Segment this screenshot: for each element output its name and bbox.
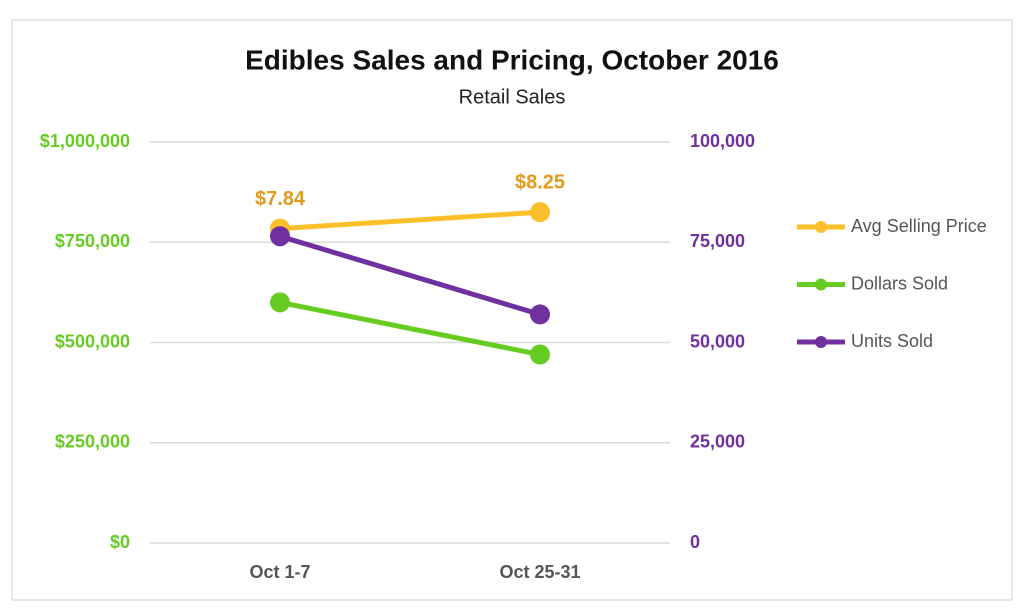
legend-marker — [815, 336, 827, 348]
data-point — [530, 344, 550, 365]
y-tick-label: $500,000 — [55, 331, 130, 351]
x-tick-label: Oct 1-7 — [249, 562, 310, 582]
series-line — [279, 299, 541, 357]
y2-tick-label: 50,000 — [690, 331, 745, 351]
data-point — [270, 292, 290, 313]
y-tick-label: $750,000 — [55, 231, 130, 251]
legend-label: Dollars Sold — [851, 273, 948, 293]
legend-marker — [815, 278, 827, 291]
series-line — [279, 209, 541, 232]
data-label: $8.25 — [515, 171, 565, 193]
y2-tick-label: 75,000 — [690, 231, 745, 251]
y-tick-label: $0 — [110, 532, 130, 552]
legend-label: Avg Selling Price — [851, 216, 987, 236]
y2-tick-label: 0 — [690, 532, 700, 552]
chart-frame — [11, 19, 1013, 601]
y2-tick-label: 25,000 — [690, 432, 745, 452]
data-point — [530, 202, 550, 223]
data-label: $7.84 — [255, 188, 306, 210]
data-point — [270, 226, 290, 247]
legend-marker — [815, 221, 827, 233]
chart-subtitle: Retail Sales — [459, 86, 566, 108]
series-line — [279, 233, 541, 317]
data-point — [530, 304, 550, 325]
x-tick-label: Oct 25-31 — [499, 562, 580, 582]
y-tick-label: $1,000,000 — [40, 131, 130, 151]
chart-title: Edibles Sales and Pricing, October 2016 — [245, 44, 779, 75]
y2-tick-label: 100,000 — [690, 131, 755, 151]
y-tick-label: $250,000 — [55, 432, 130, 452]
legend-label: Units Sold — [851, 331, 933, 351]
